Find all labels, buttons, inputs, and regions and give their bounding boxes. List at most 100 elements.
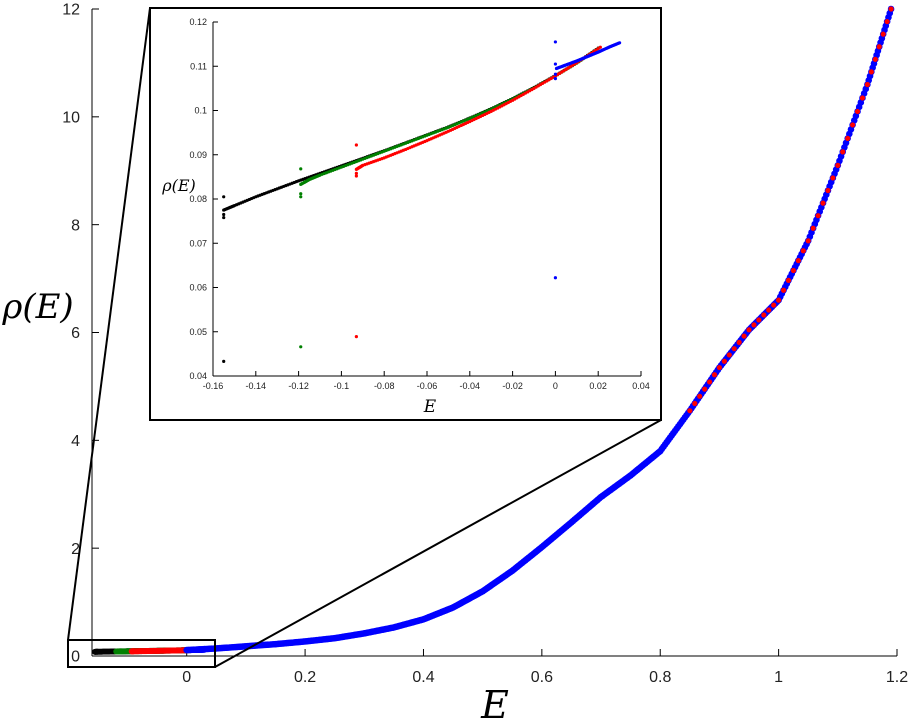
x-tick-label: 0.6 xyxy=(531,669,553,686)
main-data-point xyxy=(746,327,752,333)
main-data-points xyxy=(91,5,895,655)
main-data-point xyxy=(785,277,792,283)
main-data-point xyxy=(776,297,782,303)
inset-data-point xyxy=(618,41,622,45)
main-data-point xyxy=(872,56,878,62)
main-data-point xyxy=(854,108,861,115)
main-data-point xyxy=(820,200,826,206)
x-tick-label: 0.4 xyxy=(412,669,434,686)
x-tick-label: -0.16 xyxy=(203,381,224,391)
y-tick-label: 0.12 xyxy=(189,17,207,27)
x-tick-label: 0.04 xyxy=(632,381,650,391)
main-x-axis-label: E xyxy=(480,683,509,721)
inset-x-ticks: -0.16 -0.14 -0.12 -0.1 -0.08 -0.06 -0.04 -0.02 0… xyxy=(203,371,650,391)
y-tick-label: 12 xyxy=(62,2,80,19)
inset-outlier-point xyxy=(354,335,358,339)
inset-outlier-point xyxy=(354,174,358,178)
main-data-point xyxy=(864,81,871,88)
inset-y-ticks: 0.04 0.05 0.06 0.07 0.08 0.09 0.1 0.11 0.12 xyxy=(189,17,218,381)
main-data-point xyxy=(721,358,727,364)
inset-outlier-point xyxy=(222,359,226,363)
inset-outlier-point xyxy=(553,77,558,81)
main-y-ticks: 0 2 4 6 8 10 12 xyxy=(62,2,99,666)
inset-panel: -0.16 -0.14 -0.12 -0.1 -0.08 -0.06 -0.04 -0.02 0… xyxy=(149,7,662,421)
main-data-point xyxy=(716,364,723,371)
inset-outlier-point xyxy=(553,276,558,280)
main-data-point xyxy=(840,149,846,155)
inset-outlier-point xyxy=(553,72,558,76)
x-tick-label: 0.8 xyxy=(649,669,671,686)
inset-outlier-point xyxy=(299,192,303,196)
y-tick-label: 0 xyxy=(71,649,80,666)
y-tick-label: 2 xyxy=(71,541,80,558)
x-tick-label: -0.1 xyxy=(334,381,350,391)
zoom-connector-bottom xyxy=(214,419,662,668)
main-data-point xyxy=(780,287,787,293)
x-tick-label: 0.02 xyxy=(589,381,607,391)
inset-outlier-point xyxy=(553,62,558,66)
main-data-point xyxy=(795,258,801,264)
x-tick-label: 0 xyxy=(182,669,191,686)
zoom-box xyxy=(67,639,216,668)
x-tick-label: -0.14 xyxy=(246,381,267,391)
x-tick-label: -0.12 xyxy=(288,381,309,391)
main-data-point xyxy=(751,322,757,328)
inset-outlier-point xyxy=(354,143,358,147)
inset-outlier-point xyxy=(299,167,303,171)
x-tick-label: 1 xyxy=(774,669,783,686)
y-tick-label: 0.09 xyxy=(189,150,207,160)
main-data-point xyxy=(756,317,762,323)
main-data-point xyxy=(805,238,811,244)
inset-data-points xyxy=(222,40,622,363)
main-data-point xyxy=(815,213,821,219)
main-data-point xyxy=(830,175,836,181)
y-tick-label: 0.1 xyxy=(194,106,207,116)
inset-outlier-point xyxy=(299,195,303,199)
main-data-point xyxy=(884,18,890,25)
x-tick-label: 0 xyxy=(553,381,558,391)
x-tick-label: -0.02 xyxy=(502,381,523,391)
main-data-point xyxy=(761,312,767,318)
inset-x-axis-label: E xyxy=(423,397,437,417)
y-tick-label: 0.04 xyxy=(189,371,207,381)
inset-data-point xyxy=(598,45,602,49)
main-data-point xyxy=(810,225,816,231)
x-tick-label: -0.04 xyxy=(460,381,481,391)
y-tick-label: 10 xyxy=(62,109,80,126)
y-tick-label: 0.11 xyxy=(190,61,207,71)
y-tick-label: 6 xyxy=(71,325,80,342)
main-data-point xyxy=(692,400,698,407)
main-data-point xyxy=(697,393,703,399)
inset-outlier-point xyxy=(222,195,226,199)
main-data-point xyxy=(736,339,742,345)
inset-outlier-point xyxy=(553,40,558,44)
main-data-point xyxy=(835,162,841,168)
x-tick-label: 0.2 xyxy=(294,669,316,686)
inset-data-point xyxy=(596,47,600,51)
main-data-point xyxy=(726,352,732,358)
y-tick-label: 0.06 xyxy=(189,283,207,293)
inset-outlier-point xyxy=(299,345,303,349)
main-data-point xyxy=(825,187,831,194)
main-data-point xyxy=(771,302,777,308)
main-data-point xyxy=(880,31,886,37)
main-data-point xyxy=(845,135,851,141)
main-data-point xyxy=(702,386,708,392)
x-tick-label: -0.06 xyxy=(417,381,438,391)
inset-outlier-point xyxy=(222,212,226,217)
main-data-point xyxy=(888,6,894,12)
main-data-point xyxy=(741,333,747,339)
main-data-point xyxy=(800,248,806,254)
main-x-ticks: 0 0.2 0.4 0.6 0.8 1 1.2 xyxy=(182,649,908,686)
inset-y-axis-label: ρ(E) xyxy=(161,176,196,195)
inset-outlier-point xyxy=(222,215,226,220)
y-tick-label: 0.08 xyxy=(189,194,207,204)
x-tick-label: -0.08 xyxy=(374,381,395,391)
y-tick-label: 4 xyxy=(71,433,80,450)
main-data-point xyxy=(850,122,856,128)
inset-frame xyxy=(149,7,662,421)
main-data-point xyxy=(711,372,718,378)
main-data-point xyxy=(876,44,882,50)
